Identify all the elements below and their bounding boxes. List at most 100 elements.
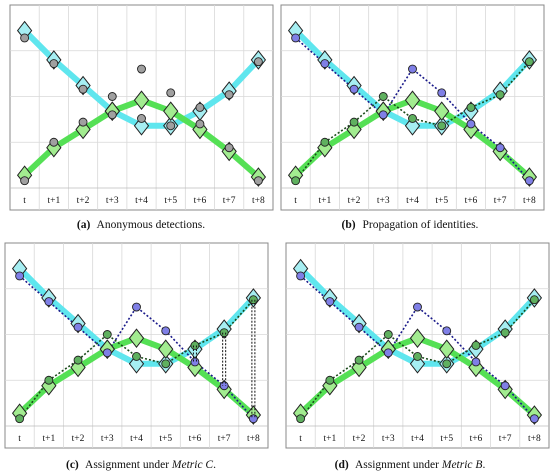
detection-point [73,322,83,332]
time-step-label: t+4 [130,434,143,444]
detection-point [495,143,505,153]
caption-c-tail: . [213,459,216,471]
detection-point [408,114,417,123]
time-step-label: t+8 [523,196,536,206]
green-ground-truth-diamond [404,90,421,110]
time-step-label: t [18,434,21,444]
detection-point [437,121,447,131]
time-step-label: t+6 [194,196,207,206]
panel-propagation-of-identities: t t+1 t+2 t+3 t+4 t+5 t+6 t+7 t+8 [280,4,545,211]
blue-identity-path [19,275,254,420]
detection-point [291,33,301,43]
detection-point [471,341,481,350]
detection-point [524,57,534,67]
detection-point [224,143,234,153]
time-step-label: t+5 [159,434,172,444]
caption-d-text: Assignment under [355,459,442,471]
time-step-label: t+4 [406,196,419,206]
time-step-label: t+3 [377,196,390,206]
detection-point [442,359,452,369]
detection-point [190,341,200,350]
detection-point [320,137,330,147]
caption-c-text: Assignment under [85,459,172,471]
panel-anonymous-detections: t t+1 t+2 t+3 t+4 t+5 t+6 t+7 t+8 [9,4,274,211]
green-ground-truth-diamond [346,119,362,140]
detection-point [500,328,510,338]
caption-d-label: (d) [335,459,349,471]
detection-point [44,375,54,385]
green-ground-truth-diamond [158,339,174,359]
detection-point [166,88,176,98]
detection-point [107,110,117,120]
detection-point [500,381,510,391]
detection-point [20,176,30,186]
time-step-label: t+1 [47,196,60,206]
green-ground-truth-diamond [75,119,91,140]
detection-point [378,92,388,101]
green-ground-truth-diamond [128,328,145,348]
caption-a: (a) Anonymous detections. [77,219,205,231]
time-step-label: t+1 [318,196,331,206]
detection-point [466,119,476,129]
detection-point [78,84,88,94]
detection-point [378,110,388,120]
detection-point [524,176,534,186]
detection-point [73,355,83,365]
time-step-label: t+3 [101,434,114,444]
time-step-label: t+5 [164,196,177,206]
time-step-label: t [294,196,297,206]
detection-point [354,355,364,365]
time-step-label: t+3 [382,434,395,444]
detection-point [349,117,359,127]
detection-point [248,295,258,305]
detection-point [325,375,335,385]
caption-c: (c) Assignment under Metric C. [66,459,216,471]
detection-point [219,381,229,391]
panel-assignment-metric-b: t t+1 t+2 t+3 t+4 t+5 t+6 t+7 t+8 [285,242,550,449]
green-ground-truth-diamond [70,357,86,378]
detection-point [529,295,539,305]
cyan-ground-truth-diamond [404,115,421,136]
caption-b-text: Propagation of identities. [362,219,478,231]
detection-point [413,352,422,361]
detection-point [320,59,330,69]
detection-point [107,92,117,101]
time-step-label: t+3 [106,196,119,206]
time-step-label: t+1 [42,434,55,444]
time-step-label: t+4 [135,196,148,206]
caption-d-metric: Metric B [441,459,483,471]
time-step-label: t+2 [77,196,90,206]
detection-point [219,328,229,338]
detection-point [383,330,393,339]
time-step-label: t+1 [323,434,336,444]
caption-b-label: (b) [342,219,356,231]
caption-a-label: (a) [77,219,91,231]
detection-point [78,117,88,127]
time-step-label: t+8 [528,434,541,444]
detection-point [349,84,359,94]
green-identity-path [18,299,254,420]
detection-point [102,348,112,358]
green-ground-truth-diamond [439,339,455,359]
panel-assignment-metric-c: t t+1 t+2 t+3 t+4 t+5 t+6 t+7 t+8 [4,242,269,449]
detection-point [132,352,141,361]
caption-d: (d) Assignment under Metric B. [335,459,486,471]
detection-point [296,414,306,424]
detection-point [442,326,452,336]
time-step-label: t+7 [494,196,507,206]
cyan-ground-truth-diamond [133,115,150,136]
detection-point [195,119,205,129]
green-ground-truth-diamond [133,90,150,110]
detection-point [224,90,234,100]
time-step-label: t+7 [223,196,236,206]
detection-point [253,57,263,67]
caption-a-text: Anonymous detections. [97,219,206,231]
caption-b: (b) Propagation of identities. [342,219,479,231]
time-step-label: t+2 [348,196,361,206]
green-identity-path [299,299,535,420]
detection-point [296,271,306,281]
detection-point [102,330,112,339]
detection-point [466,103,476,112]
detection-point [132,302,141,312]
